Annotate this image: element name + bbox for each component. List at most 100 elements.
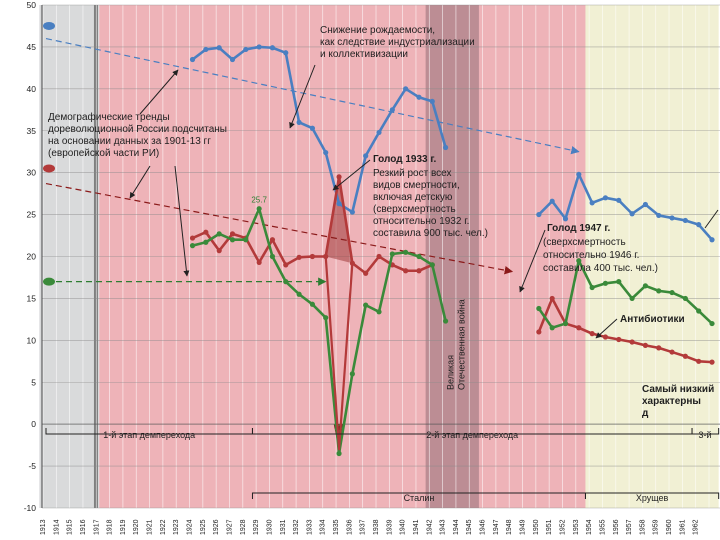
annotation-births-decline: Снижение рождаемости, как следствие индус… (320, 25, 475, 60)
data-point-natural_increase (189, 243, 196, 249)
data-point-births (642, 201, 649, 208)
x-tick-label: 1960 (666, 519, 673, 535)
annotation-famine-1933-body-line: относительно 1932 г. (373, 216, 469, 227)
data-point-natural_increase (349, 371, 355, 377)
x-tick-label: 1913 (40, 519, 47, 535)
annotation-lowest-line: д (642, 408, 649, 419)
data-point-natural_increase (203, 239, 209, 245)
y-tick-label: 25 (27, 210, 37, 220)
x-tick-label: 1958 (639, 519, 646, 535)
data-point-deaths (602, 334, 609, 340)
data-point-natural_increase (256, 206, 262, 212)
x-tick-label: 1924 (187, 519, 194, 535)
x-tick-label: 1926 (213, 519, 220, 535)
data-point-births (602, 195, 609, 201)
x-tick-label: 1933 (306, 519, 313, 535)
x-tick-label: 1917 (93, 519, 100, 535)
x-tick-label: 1935 (333, 519, 340, 535)
data-point-natural_increase (682, 295, 688, 302)
period-bracket (691, 428, 720, 435)
x-tick-label: 1962 (693, 519, 700, 535)
x-tick-label: 1942 (426, 519, 433, 535)
start-marker-natural_increase (43, 277, 55, 286)
x-tick-label: 1945 (466, 519, 473, 535)
data-point-births (323, 149, 329, 156)
x-tick-label: 1916 (80, 519, 87, 535)
x-tick-label: 1936 (346, 519, 353, 535)
x-tick-label: 1930 (266, 519, 273, 535)
annotation-famine-1947-body-line: относительно 1946 г. (543, 250, 639, 261)
data-point-deaths (363, 270, 369, 276)
x-tick-label: 1931 (280, 519, 287, 535)
data-point-births (709, 237, 715, 243)
x-tick-label: 1929 (253, 519, 260, 535)
data-point-natural_increase (709, 320, 715, 327)
x-tick-label: 1923 (173, 519, 180, 535)
arrow-prerevolution-births (139, 69, 179, 115)
annotation-famine-1933-body-line: (сверхсмертность (373, 204, 456, 215)
data-point-natural_increase (589, 284, 595, 291)
x-tick-label: 1919 (120, 519, 127, 535)
data-point-natural_increase (656, 288, 662, 294)
x-tick-label: 1928 (240, 519, 247, 535)
data-point-births (429, 98, 435, 105)
data-point-deaths (709, 359, 715, 365)
data-point-natural_increase (403, 249, 409, 255)
y-tick-label: 15 (27, 293, 37, 303)
data-point-births (443, 144, 449, 151)
annotation-births-decline-line: и коллективизации (320, 49, 408, 60)
data-point-births (189, 56, 196, 63)
annotation-antibiotics: Антибиотики (620, 313, 685, 325)
data-point-deaths (203, 229, 209, 235)
data-point-births (363, 153, 369, 159)
annotation-famine-1947-body: (сверхсмертность относительно 1946 г. сост… (543, 237, 658, 274)
data-point-births (243, 46, 249, 53)
arrow-right-edge (704, 209, 719, 229)
data-point-deaths (696, 358, 702, 364)
x-tick-label: 1953 (573, 519, 580, 535)
data-point-births (229, 56, 236, 63)
data-point-natural_increase (562, 320, 569, 327)
data-point-births (562, 216, 569, 222)
x-tick-label: 1915 (67, 519, 74, 535)
data-point-births (203, 46, 209, 53)
x-tick-label: 1920 (133, 519, 140, 535)
data-point-deaths (229, 231, 236, 237)
x-tick-label: 1922 (160, 519, 167, 535)
data-point-births (283, 50, 289, 56)
data-point-deaths (296, 254, 302, 260)
data-point-natural_increase (309, 301, 316, 307)
series-line-births (191, 45, 447, 214)
data-point-births (576, 171, 582, 177)
x-tick-label: 1949 (520, 519, 527, 535)
data-point-natural_increase (669, 289, 675, 296)
x-tick-label: 1959 (653, 519, 660, 535)
x-tick-label: 1957 (626, 519, 633, 535)
annotation-famine-1933-body-line: включая детскую (373, 192, 453, 203)
data-point-deaths (549, 295, 555, 302)
data-point-births (589, 200, 595, 206)
annotation-famine-1947-body-line: составила 400 тыс. чел.) (543, 263, 658, 274)
x-tick-label: 1939 (386, 519, 393, 535)
annotation-prerevolution: Демографические тренды дореволюционной Ро… (48, 111, 227, 159)
data-point-deaths (269, 237, 276, 243)
data-point-deaths (682, 353, 688, 359)
x-tick-label: 1914 (53, 519, 60, 535)
data-point-natural_increase (602, 280, 609, 286)
data-point-births (216, 45, 222, 51)
data-point-births (256, 44, 262, 50)
start-marker-deaths (43, 164, 55, 173)
annotation-prerevolution-line: дореволюционной России подсчитаны (48, 124, 227, 135)
y-tick-label: -5 (28, 461, 36, 471)
y-tick-label: 5 (31, 377, 36, 387)
x-tick-label: 1938 (373, 519, 380, 535)
data-point-natural_increase (629, 295, 635, 302)
period-label: 1-й этап демперехода (103, 430, 195, 440)
annotation-famine-1933-body-line: Резкий рост всех (373, 168, 452, 179)
data-point-births (629, 211, 635, 217)
period-label: 2-й этап демперехода (426, 430, 518, 440)
annotation-ww2-line: Отечественная война (457, 299, 467, 390)
data-point-deaths (629, 339, 635, 345)
y-tick-label: 35 (27, 126, 37, 136)
